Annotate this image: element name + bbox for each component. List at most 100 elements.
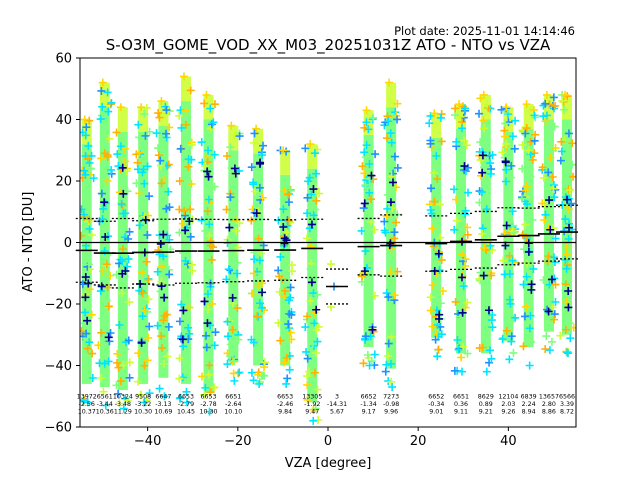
scatter-point [384, 293, 393, 302]
scatter-point [165, 123, 174, 132]
scatter-point [391, 108, 400, 117]
scatter-point [365, 160, 374, 169]
scatter-point [137, 338, 146, 347]
scatter-point [361, 247, 370, 256]
scatter-point [524, 247, 533, 256]
scatter-point [113, 349, 122, 358]
scatter-point [163, 231, 172, 240]
scatter-point [283, 374, 292, 383]
scatter-point [456, 112, 465, 121]
scatter-point [80, 205, 86, 214]
scatter-point [521, 129, 530, 138]
bin-count: 13972 [77, 393, 97, 400]
scatter-point [312, 305, 321, 314]
scatter-point [452, 137, 461, 146]
scatter-point [387, 332, 396, 341]
scatter-point [82, 123, 91, 132]
scatter-point [204, 370, 213, 379]
scatter-point [154, 151, 163, 160]
scatter-point [152, 129, 161, 138]
scatter-point [457, 250, 466, 259]
scatter-point [260, 358, 269, 367]
scatter-point [488, 323, 497, 332]
x-tick-label: 20 [410, 434, 427, 449]
scatter-point [132, 179, 141, 188]
scatter-point [258, 279, 267, 288]
scatter-column [538, 90, 560, 355]
scatter-point [564, 129, 573, 138]
scatter-point [228, 325, 237, 334]
bin-count: 6566 [559, 393, 575, 400]
scatter-point [274, 318, 283, 327]
scatter-point [250, 255, 259, 264]
y-tick-label: 0 [64, 236, 72, 251]
scatter-point [223, 317, 232, 326]
scatter-point [361, 332, 370, 341]
scatter-point [383, 190, 392, 199]
scatter-point [387, 138, 396, 147]
scatter-point [458, 342, 467, 351]
scatter-column [197, 90, 220, 416]
scatter-point [97, 86, 106, 95]
bin-std: 10.36 [96, 408, 114, 415]
scatter-point [159, 359, 168, 368]
scatter-point [107, 165, 116, 174]
scatter-point [87, 231, 96, 240]
bin-std: 9.96 [384, 408, 398, 415]
scatter-point [525, 324, 534, 333]
scatter-density-top [81, 119, 92, 145]
scatter-point [138, 289, 147, 298]
scatter-point [115, 399, 124, 408]
scatter-point [381, 228, 390, 237]
scatter-point [283, 190, 292, 199]
scatter-point [561, 215, 570, 224]
scatter-point [433, 352, 442, 361]
scatter-point [144, 333, 153, 342]
scatter-point [204, 195, 213, 204]
scatter-point [203, 319, 212, 328]
y-tick-label: −20 [45, 298, 72, 313]
scatter-point [135, 133, 144, 142]
scatter-point [307, 220, 316, 229]
scatter-point [97, 189, 106, 198]
bin-std: 9.01 [429, 408, 443, 415]
scatter-point [560, 90, 569, 99]
scatter-column [274, 146, 297, 388]
scatter-point [101, 199, 110, 208]
scatter-point [175, 354, 184, 363]
scatter-density-top [523, 104, 534, 129]
y-tick-label: 20 [55, 175, 72, 190]
x-tick-label: −20 [224, 434, 251, 449]
scatter-point [482, 367, 491, 376]
scatter-point [81, 273, 90, 282]
chart-title: S-O3M_GOME_VOD_XX_M03_20251031Z ATO - NT… [106, 36, 551, 55]
scatter-point [97, 373, 106, 382]
scatter-point [138, 168, 147, 177]
scatter-point [524, 146, 533, 155]
scatter-point [97, 328, 106, 337]
scatter-point [435, 200, 444, 209]
scatter-point [386, 267, 395, 276]
scatter-point [425, 200, 434, 209]
scatter-point [309, 405, 318, 414]
scatter-point [80, 166, 89, 175]
scatter-point [145, 389, 154, 398]
bin-count: 6561 [97, 393, 113, 400]
scatter-point [522, 182, 531, 191]
scatter-point [165, 270, 174, 279]
scatter-point [392, 183, 401, 192]
scatter-point [80, 210, 88, 219]
scatter-column [175, 72, 197, 407]
scatter-point [255, 183, 264, 192]
scatter-point [112, 128, 121, 137]
scatter-point [463, 349, 472, 358]
scatter-point [275, 272, 284, 281]
y-tick-label: −60 [45, 421, 72, 436]
scatter-point [426, 206, 435, 215]
scatter-point [116, 142, 125, 151]
scatter-point [510, 144, 519, 153]
scatter-point [286, 328, 295, 337]
scatter-point [140, 398, 149, 407]
scatter-point [187, 140, 196, 149]
